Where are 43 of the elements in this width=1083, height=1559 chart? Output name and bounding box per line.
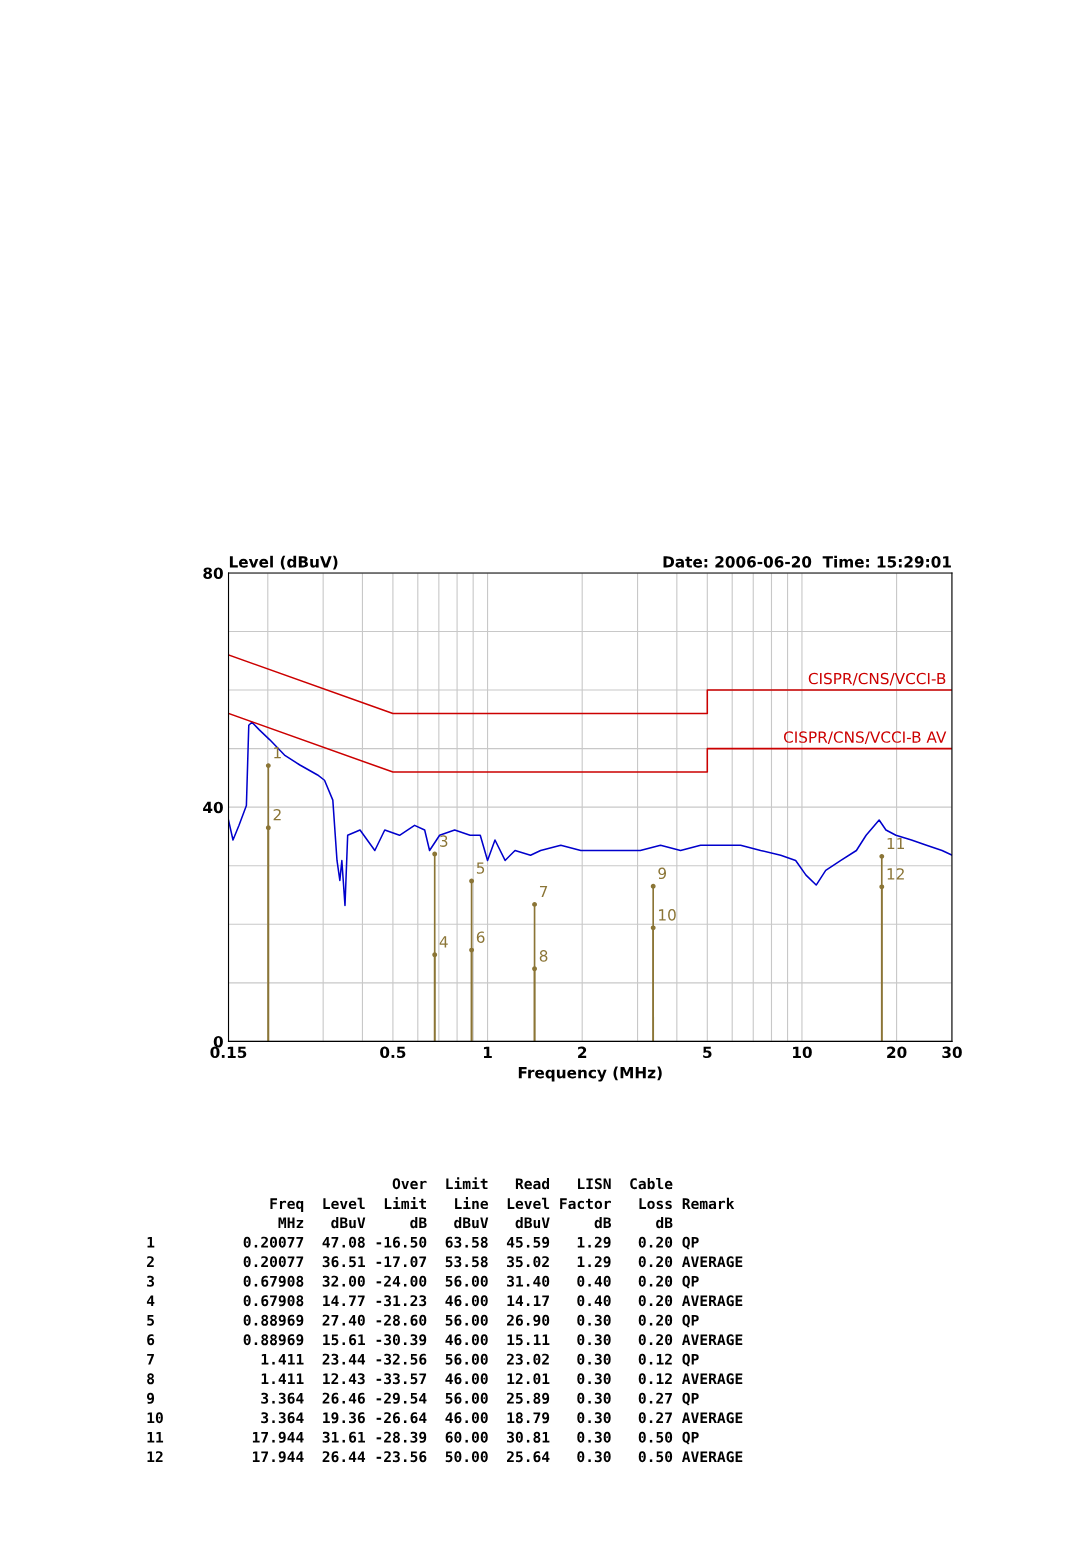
annotation: 10	[659, 909, 676, 921]
series-label: CISPR/CNS/VCCI-B	[808, 672, 946, 686]
text: 7 1.411 23.44 -32.56 56.00 23.02 0.30 0.12 QP	[147, 1353, 699, 1367]
annotation: 9	[658, 867, 667, 880]
x-tick-label: 0.5	[380, 1046, 406, 1059]
y-axis-title: Level (dBuV)	[229, 555, 338, 570]
text: 4 0.67908 14.77 -31.23 46.00 14.17 0.40 0.20 AVERAGE	[146, 1295, 743, 1307]
annotation: 12	[887, 868, 904, 880]
x-axis-title: Frequency (MHz)	[518, 1066, 662, 1082]
annotation: 1	[274, 747, 281, 759]
x-tick-label: 30	[942, 1046, 962, 1059]
text: 6 0.88969 15.61 -30.39 46.00 15.11 0.30 0.20 AVERAGE	[147, 1334, 743, 1346]
x-tick-label: 5	[703, 1046, 712, 1059]
text: Over Limit Read LISN Cable	[392, 1177, 673, 1190]
x-tick-label: 10	[793, 1046, 812, 1059]
text: MHz dBuV dB dBuV dBuV dB dB	[278, 1216, 673, 1229]
y-tick-label: 80	[203, 567, 223, 579]
text: 1 0.20077 47.08 -16.50 63.58 45.59 1.29 0.20 QP	[147, 1236, 699, 1250]
x-tick-label: 20	[887, 1046, 907, 1059]
series-label: CISPR/CNS/VCCI-B AV	[783, 731, 947, 745]
annotation: 5	[476, 862, 485, 874]
text: 12 17.944 26.44 -23.56 50.00 25.64 0.30 0.50 AVERAGE	[147, 1451, 743, 1463]
text: Freq Level Limit Line Level Factor Loss Remark	[270, 1197, 735, 1212]
text: 10 3.364 19.36 -26.64 46.00 18.79 0.30 0.27 AVERAGE	[147, 1412, 743, 1424]
text: 5 0.88969 27.40 -28.60 56.00 26.90 0.30 0.20 QP	[147, 1314, 699, 1328]
chart-subtitle: Date: 2006-06-20 Time: 15:29:01	[663, 555, 951, 568]
text: 8 1.411 12.43 -33.57 46.00 12.01 0.30 0.12 AVERAGE	[147, 1373, 743, 1385]
annotation: 7	[539, 885, 548, 898]
x-tick-label: 2	[578, 1046, 587, 1058]
y-tick-label: 40	[203, 801, 223, 814]
x-tick-label: 0.15	[210, 1046, 247, 1059]
annotation: 3	[440, 835, 448, 847]
text: 11 17.944 31.61 -28.39 60.00 30.81 0.30 0.50 QP	[147, 1431, 699, 1445]
annotation: 8	[539, 950, 548, 962]
text: 3 0.67908 32.00 -24.00 56.00 31.40 0.40 0.20 QP	[147, 1275, 699, 1289]
annotation: 4	[439, 936, 448, 948]
text: 2 0.20077 36.51 -17.07 53.58 35.02 1.29 0.20 AVERAGE	[147, 1256, 743, 1268]
x-tick-label: 1	[483, 1046, 492, 1058]
annotation: 11	[887, 837, 904, 850]
text: 9 3.364 26.46 -29.54 56.00 25.89 0.30 0.27 QP	[147, 1392, 699, 1406]
annotation: 2	[273, 808, 281, 821]
y-tick-label: 0	[213, 1035, 223, 1048]
annotation: 6	[476, 931, 485, 943]
